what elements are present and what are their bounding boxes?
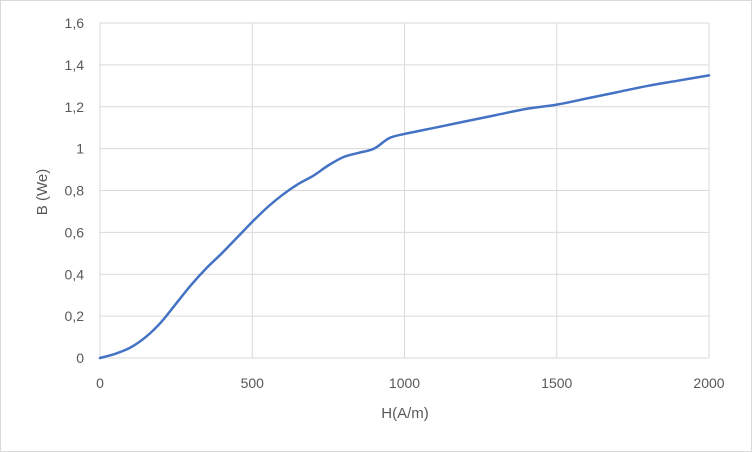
y-tick-labels: 0 0,2 0,4 0,6 0,8 1 1,2 1,4 1,6	[65, 15, 85, 366]
x-tick-label: 1500	[541, 375, 572, 391]
y-tick-label: 1,4	[65, 57, 85, 73]
y-tick-label: 0,6	[65, 224, 85, 240]
gridlines	[99, 22, 710, 359]
x-tick-label: 0	[96, 375, 104, 391]
y-axis-label: B (We)	[34, 169, 51, 215]
y-tick-label: 0,4	[65, 266, 85, 282]
y-tick-label: 0	[76, 350, 84, 366]
y-tick-label: 0,2	[65, 308, 85, 324]
x-tick-label: 500	[241, 375, 265, 391]
y-tick-label: 0,8	[65, 183, 85, 199]
series-line	[98, 74, 711, 360]
x-tick-labels: 0 500 1000 1500 2000	[96, 375, 725, 391]
y-tick-label: 1	[76, 141, 84, 157]
y-tick-label: 1,6	[65, 15, 85, 31]
x-tick-label: 2000	[693, 375, 724, 391]
y-tick-label: 1,2	[65, 99, 85, 115]
x-tick-label: 1000	[389, 375, 420, 391]
series-layer	[98, 74, 711, 360]
x-axis-label: H(A/m)	[381, 405, 429, 422]
